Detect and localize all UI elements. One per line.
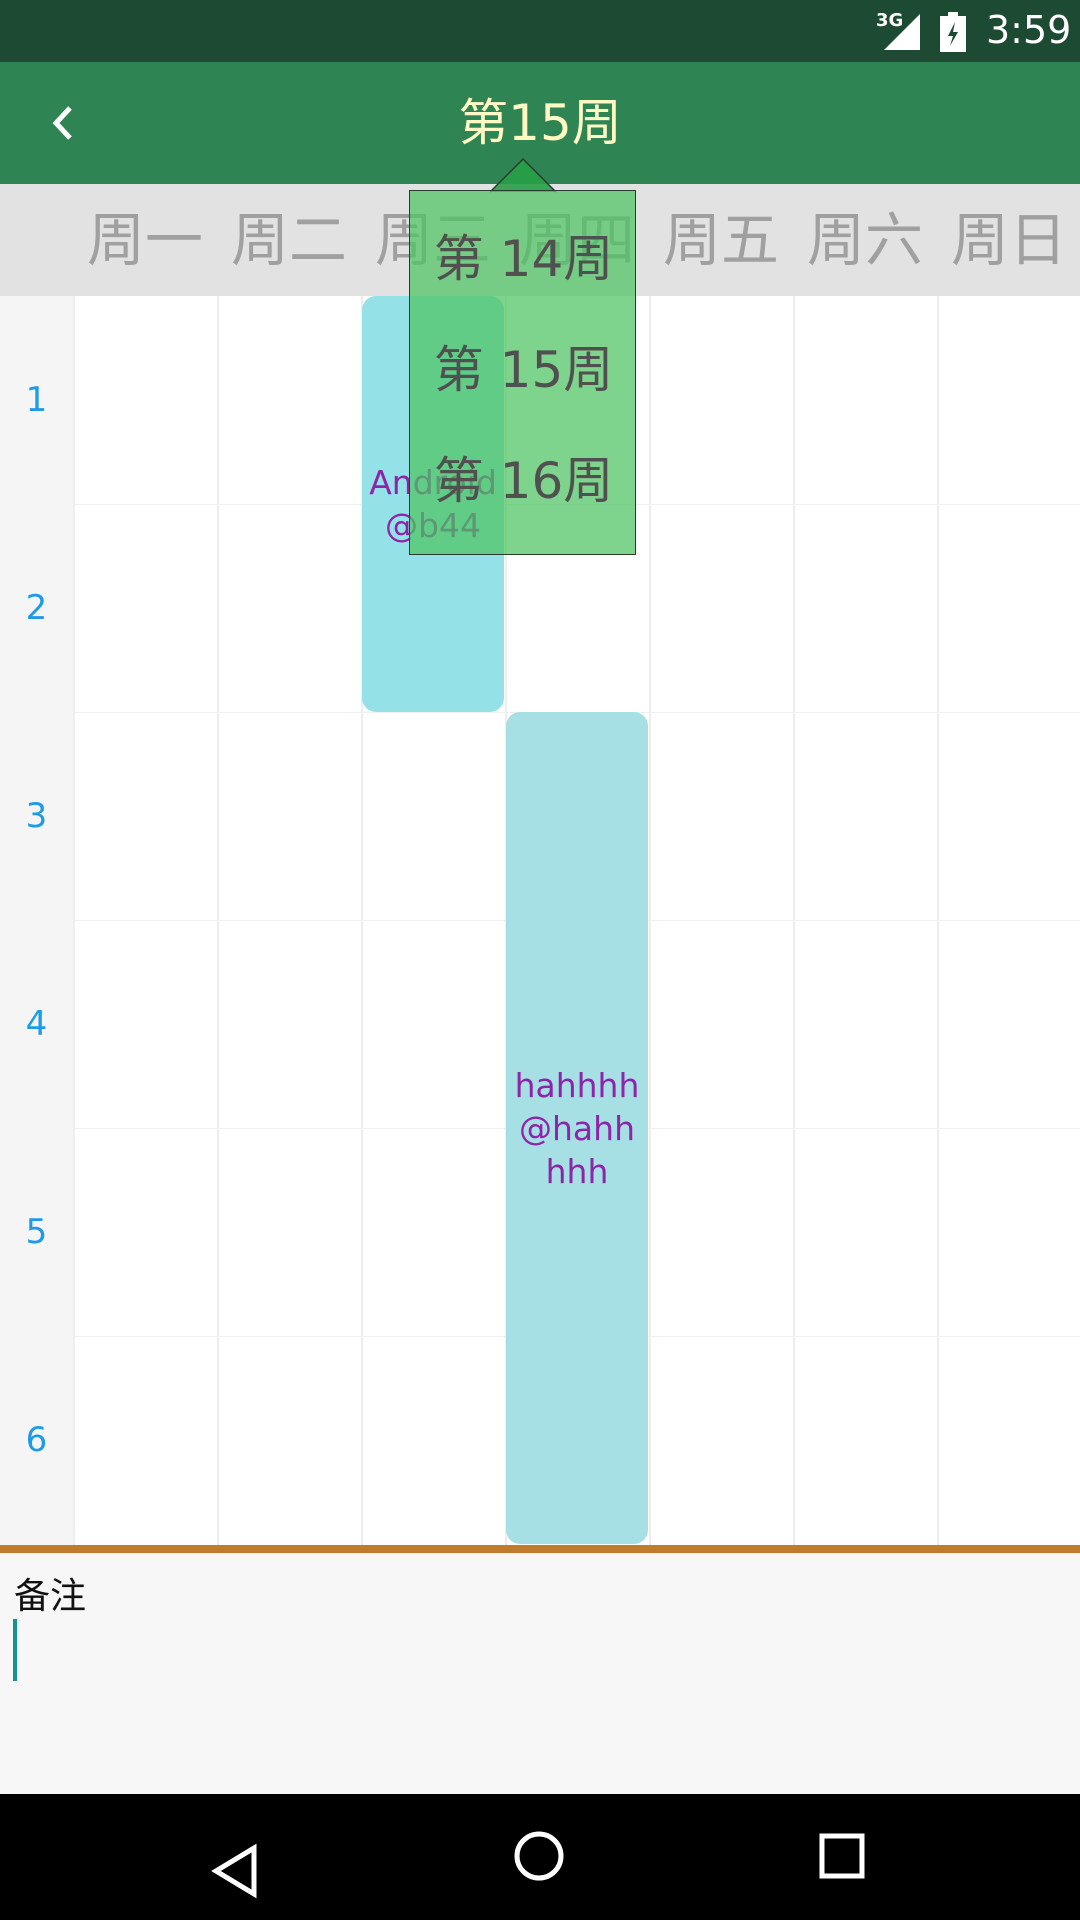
period-label: 1	[25, 380, 48, 420]
nav-icons	[211, 1831, 865, 1899]
note-label: 备注	[14, 1576, 87, 1617]
recents-nav[interactable]	[819, 1833, 865, 1879]
text-cursor[interactable]	[13, 1619, 17, 1681]
popup-arrow	[490, 157, 557, 193]
period-label: 2	[25, 588, 48, 628]
nav-bar	[0, 1794, 1080, 1920]
network-type: 3G	[876, 10, 904, 31]
clock: 3:59	[986, 8, 1072, 52]
day-label: 周二	[230, 206, 347, 274]
period-column	[0, 296, 73, 1545]
week-title[interactable]: 第15周	[458, 94, 622, 152]
note-area: 备注	[0, 1553, 1080, 1794]
week-popup: 第 14周第 15周第 16周	[409, 190, 636, 555]
day-label: 周五	[662, 206, 779, 274]
back-button[interactable]	[20, 78, 106, 168]
course-room: @hahhhhh	[519, 1108, 635, 1191]
course-block[interactable]: hahhhh @hahhhhh	[506, 712, 648, 1544]
back-nav[interactable]	[211, 1843, 257, 1899]
period-label: 4	[25, 1004, 48, 1044]
week-option[interactable]: 第 14周	[433, 230, 614, 288]
home-nav[interactable]	[514, 1831, 564, 1881]
signal-icon	[884, 14, 920, 50]
day-label: 周日	[950, 206, 1067, 274]
week-option[interactable]: 第 16周	[433, 452, 614, 510]
day-label: 周一	[86, 206, 203, 274]
separator	[0, 1545, 1080, 1553]
period-label: 3	[25, 796, 48, 836]
status-bar: 3G 3:59	[0, 0, 1080, 62]
toolbar: 第15周	[0, 62, 1080, 184]
period-label: 5	[25, 1212, 48, 1252]
course-name: hahhhh	[514, 1065, 640, 1105]
day-label: 周六	[806, 206, 923, 274]
week-option[interactable]: 第 15周	[433, 341, 614, 399]
battery-icon	[940, 12, 966, 52]
period-label: 6	[25, 1420, 48, 1460]
